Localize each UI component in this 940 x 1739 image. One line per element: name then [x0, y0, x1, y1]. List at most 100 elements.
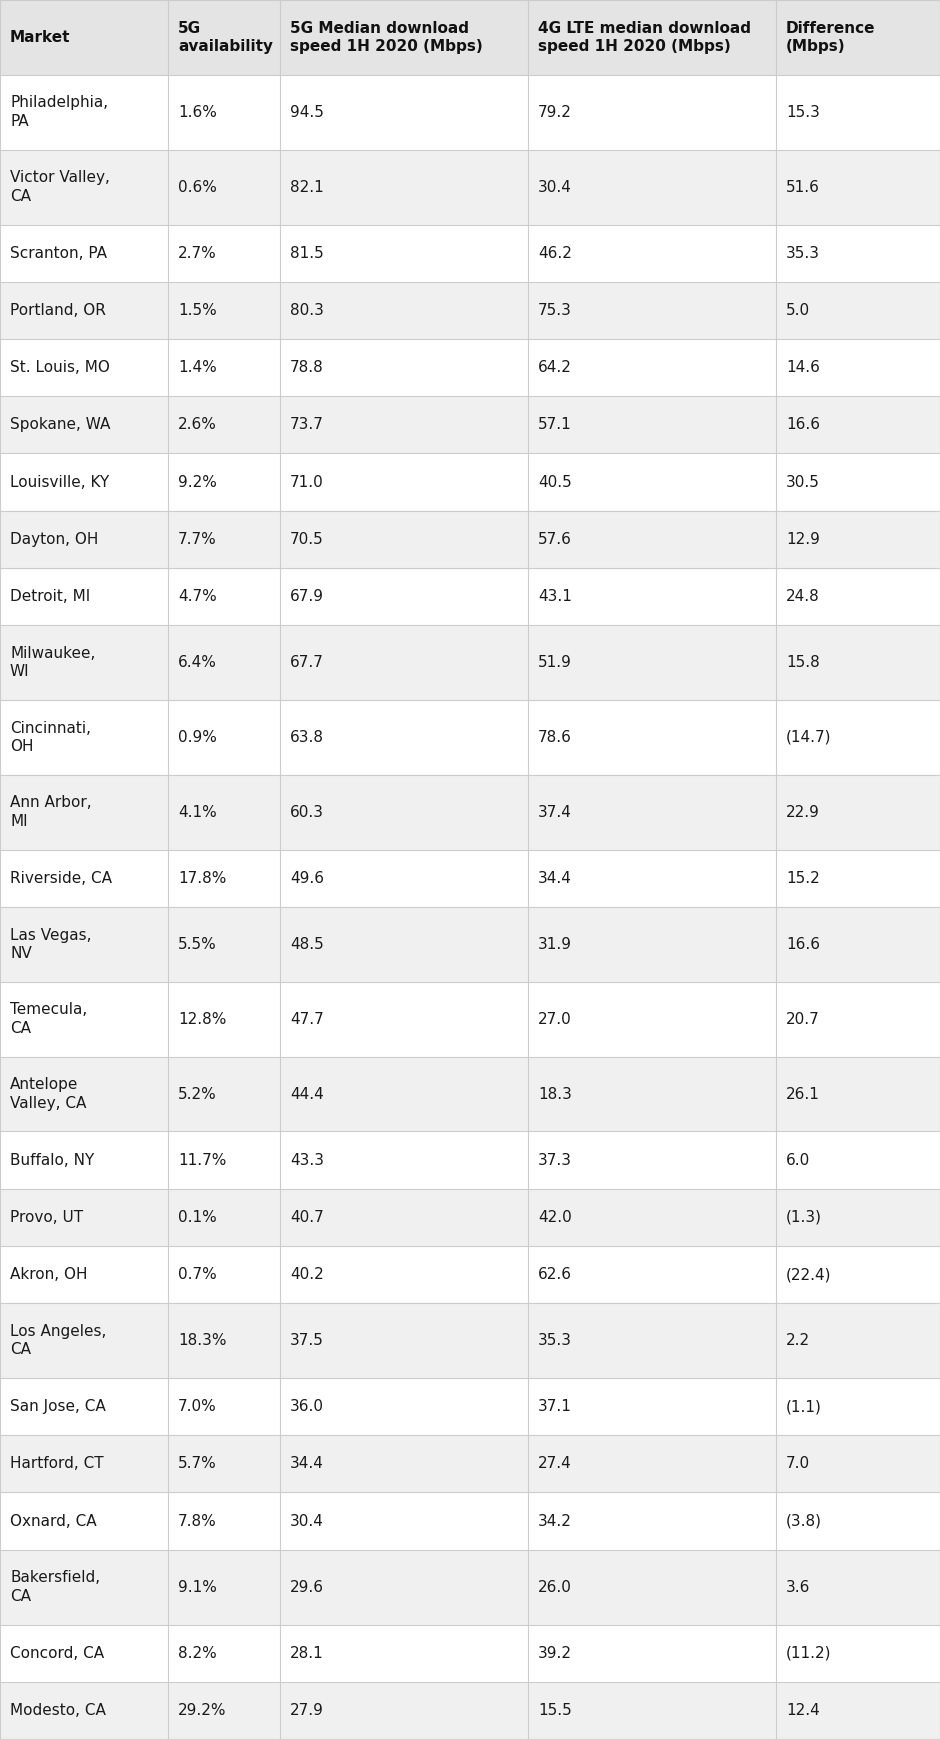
Text: 6.4%: 6.4%	[178, 656, 217, 670]
Text: Philadelphia,
PA: Philadelphia, PA	[10, 96, 108, 129]
Text: 94.5: 94.5	[290, 104, 324, 120]
Text: (3.8): (3.8)	[786, 1513, 822, 1529]
Text: Cincinnati,
OH: Cincinnati, OH	[10, 720, 91, 755]
Text: 27.4: 27.4	[538, 1456, 572, 1471]
Text: 1.6%: 1.6%	[178, 104, 217, 120]
Text: 34.4: 34.4	[290, 1456, 324, 1471]
Text: 27.0: 27.0	[538, 1012, 572, 1026]
Text: 81.5: 81.5	[290, 245, 323, 261]
Text: 51.9: 51.9	[538, 656, 572, 670]
Text: 78.6: 78.6	[538, 730, 572, 744]
Text: 9.2%: 9.2%	[178, 475, 217, 490]
Text: (1.3): (1.3)	[786, 1210, 822, 1224]
Text: 22.9: 22.9	[786, 805, 820, 819]
Text: 62.6: 62.6	[538, 1268, 572, 1282]
Text: San Jose, CA: San Jose, CA	[10, 1400, 105, 1414]
Text: 30.5: 30.5	[786, 475, 820, 490]
Text: 75.3: 75.3	[538, 303, 572, 318]
Text: 15.5: 15.5	[538, 1702, 572, 1718]
Text: 40.5: 40.5	[538, 475, 572, 490]
Text: 67.7: 67.7	[290, 656, 324, 670]
Text: 18.3: 18.3	[538, 1087, 572, 1101]
Bar	[0, 983, 940, 1057]
Text: 1.5%: 1.5%	[178, 303, 217, 318]
Text: Dayton, OH: Dayton, OH	[10, 532, 99, 546]
Text: 1.4%: 1.4%	[178, 360, 217, 376]
Text: Detroit, MI: Detroit, MI	[10, 590, 90, 603]
Bar	[0, 454, 940, 511]
Bar	[0, 776, 940, 850]
Text: 73.7: 73.7	[290, 417, 324, 433]
Text: 5.2%: 5.2%	[178, 1087, 217, 1101]
Text: Bakersfield,
CA: Bakersfield, CA	[10, 1570, 101, 1603]
Text: 2.7%: 2.7%	[178, 245, 217, 261]
Text: 40.7: 40.7	[290, 1210, 323, 1224]
Text: 49.6: 49.6	[290, 871, 324, 885]
Text: 34.2: 34.2	[538, 1513, 572, 1529]
Text: 26.1: 26.1	[786, 1087, 820, 1101]
Bar	[0, 339, 940, 396]
Bar	[0, 701, 940, 776]
Text: 5.0: 5.0	[786, 303, 810, 318]
Text: 12.4: 12.4	[786, 1702, 820, 1718]
Text: 7.7%: 7.7%	[178, 532, 217, 546]
Text: 27.9: 27.9	[290, 1702, 324, 1718]
Text: Portland, OR: Portland, OR	[10, 303, 106, 318]
Text: 5.7%: 5.7%	[178, 1456, 217, 1471]
Bar	[0, 75, 940, 150]
Text: 4G LTE median download
speed 1H 2020 (Mbps): 4G LTE median download speed 1H 2020 (Mb…	[538, 21, 751, 54]
Bar	[0, 1549, 940, 1624]
Text: Modesto, CA: Modesto, CA	[10, 1702, 106, 1718]
Text: 29.2%: 29.2%	[178, 1702, 227, 1718]
Text: 36.0: 36.0	[290, 1400, 324, 1414]
Text: 20.7: 20.7	[786, 1012, 820, 1026]
Text: 35.3: 35.3	[538, 1334, 572, 1348]
Bar	[0, 0, 940, 75]
Bar	[0, 1303, 940, 1377]
Bar	[0, 150, 940, 224]
Text: Las Vegas,
NV: Las Vegas, NV	[10, 927, 91, 962]
Text: 2.6%: 2.6%	[178, 417, 217, 433]
Text: 0.1%: 0.1%	[178, 1210, 217, 1224]
Text: 5G Median download
speed 1H 2020 (Mbps): 5G Median download speed 1H 2020 (Mbps)	[290, 21, 483, 54]
Text: 9.1%: 9.1%	[178, 1579, 217, 1595]
Text: 35.3: 35.3	[786, 245, 820, 261]
Text: (1.1): (1.1)	[786, 1400, 822, 1414]
Bar	[0, 1492, 940, 1549]
Text: 67.9: 67.9	[290, 590, 324, 603]
Text: 17.8%: 17.8%	[178, 871, 227, 885]
Text: 31.9: 31.9	[538, 937, 572, 951]
Text: 6.0: 6.0	[786, 1153, 810, 1167]
Text: 60.3: 60.3	[290, 805, 324, 819]
Text: 57.1: 57.1	[538, 417, 572, 433]
Text: 43.1: 43.1	[538, 590, 572, 603]
Text: 29.6: 29.6	[290, 1579, 324, 1595]
Bar	[0, 282, 940, 339]
Bar	[0, 1435, 940, 1492]
Text: 37.1: 37.1	[538, 1400, 572, 1414]
Text: 5G
availability: 5G availability	[178, 21, 273, 54]
Bar	[0, 850, 940, 908]
Text: 48.5: 48.5	[290, 937, 323, 951]
Text: 15.8: 15.8	[786, 656, 820, 670]
Text: 7.8%: 7.8%	[178, 1513, 217, 1529]
Text: 78.8: 78.8	[290, 360, 323, 376]
Text: Temecula,
CA: Temecula, CA	[10, 1002, 87, 1036]
Text: Provo, UT: Provo, UT	[10, 1210, 83, 1224]
Text: 40.2: 40.2	[290, 1268, 323, 1282]
Text: Milwaukee,
WI: Milwaukee, WI	[10, 645, 95, 680]
Text: 7.0%: 7.0%	[178, 1400, 217, 1414]
Text: 0.7%: 0.7%	[178, 1268, 217, 1282]
Text: 4.1%: 4.1%	[178, 805, 217, 819]
Bar	[0, 569, 940, 624]
Text: 37.4: 37.4	[538, 805, 572, 819]
Text: 5.5%: 5.5%	[178, 937, 217, 951]
Text: 15.3: 15.3	[786, 104, 820, 120]
Text: 63.8: 63.8	[290, 730, 324, 744]
Text: Oxnard, CA: Oxnard, CA	[10, 1513, 97, 1529]
Text: 4.7%: 4.7%	[178, 590, 217, 603]
Bar	[0, 1189, 940, 1245]
Text: 30.4: 30.4	[538, 179, 572, 195]
Text: (14.7): (14.7)	[786, 730, 832, 744]
Text: 37.5: 37.5	[290, 1334, 324, 1348]
